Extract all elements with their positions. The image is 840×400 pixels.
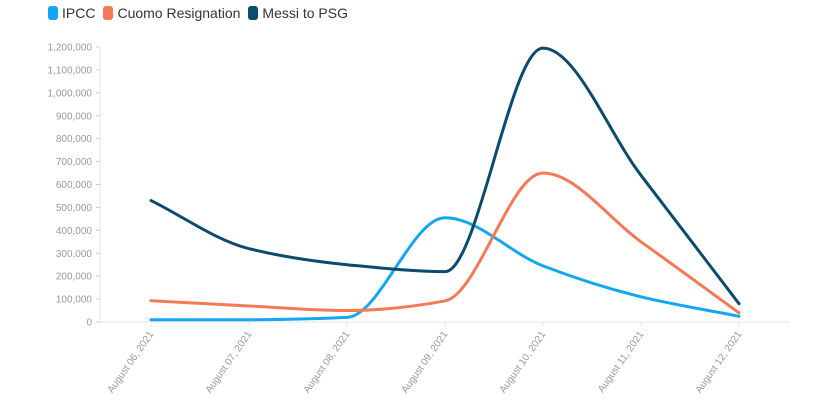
x-tick-label: August 08, 2021 bbox=[302, 329, 353, 395]
y-tick-label: 100,000 bbox=[56, 295, 93, 306]
y-tick-label: 900,000 bbox=[56, 111, 93, 122]
x-tick-label: August 11, 2021 bbox=[596, 329, 647, 395]
x-tick-label: August 10, 2021 bbox=[498, 329, 549, 395]
series-line-messi-to-psg bbox=[149, 46, 741, 306]
y-tick-label: 200,000 bbox=[56, 272, 93, 283]
legend-swatch bbox=[103, 6, 114, 20]
x-tick-label: August 12, 2021 bbox=[694, 329, 745, 395]
y-tick-label: 600,000 bbox=[56, 180, 93, 191]
legend-label: Cuomo Resignation bbox=[117, 5, 241, 21]
y-tick-label: 1,100,000 bbox=[48, 65, 93, 76]
x-tick-label: August 09, 2021 bbox=[400, 329, 451, 395]
legend-item-messi[interactable]: Messi to PSG bbox=[248, 5, 348, 21]
legend-label: Messi to PSG bbox=[262, 5, 349, 21]
y-tick-label: 700,000 bbox=[56, 157, 93, 168]
y-tick-label: 0 bbox=[86, 318, 92, 329]
x-tick-label: August 06, 2021 bbox=[106, 329, 157, 395]
legend-swatch bbox=[48, 6, 58, 20]
y-tick-label: 500,000 bbox=[56, 203, 93, 214]
legend-item-cuomo[interactable]: Cuomo Resignation bbox=[103, 5, 240, 21]
legend: IPCC Cuomo Resignation Messi to PSG bbox=[48, 5, 348, 21]
legend-item-ipcc[interactable]: IPCC bbox=[48, 5, 95, 21]
legend-swatch bbox=[248, 6, 259, 20]
legend-label: IPCC bbox=[62, 5, 96, 21]
series-line-ipcc bbox=[149, 216, 741, 322]
x-tick-label: August 07, 2021 bbox=[204, 329, 255, 395]
y-tick-label: 1,000,000 bbox=[48, 88, 93, 99]
y-tick-label: 300,000 bbox=[56, 249, 93, 260]
series-line-cuomo-resignation bbox=[149, 171, 741, 315]
y-tick-label: 1,200,000 bbox=[48, 43, 93, 54]
y-tick-label: 800,000 bbox=[56, 134, 93, 145]
y-tick-label: 400,000 bbox=[56, 226, 93, 237]
